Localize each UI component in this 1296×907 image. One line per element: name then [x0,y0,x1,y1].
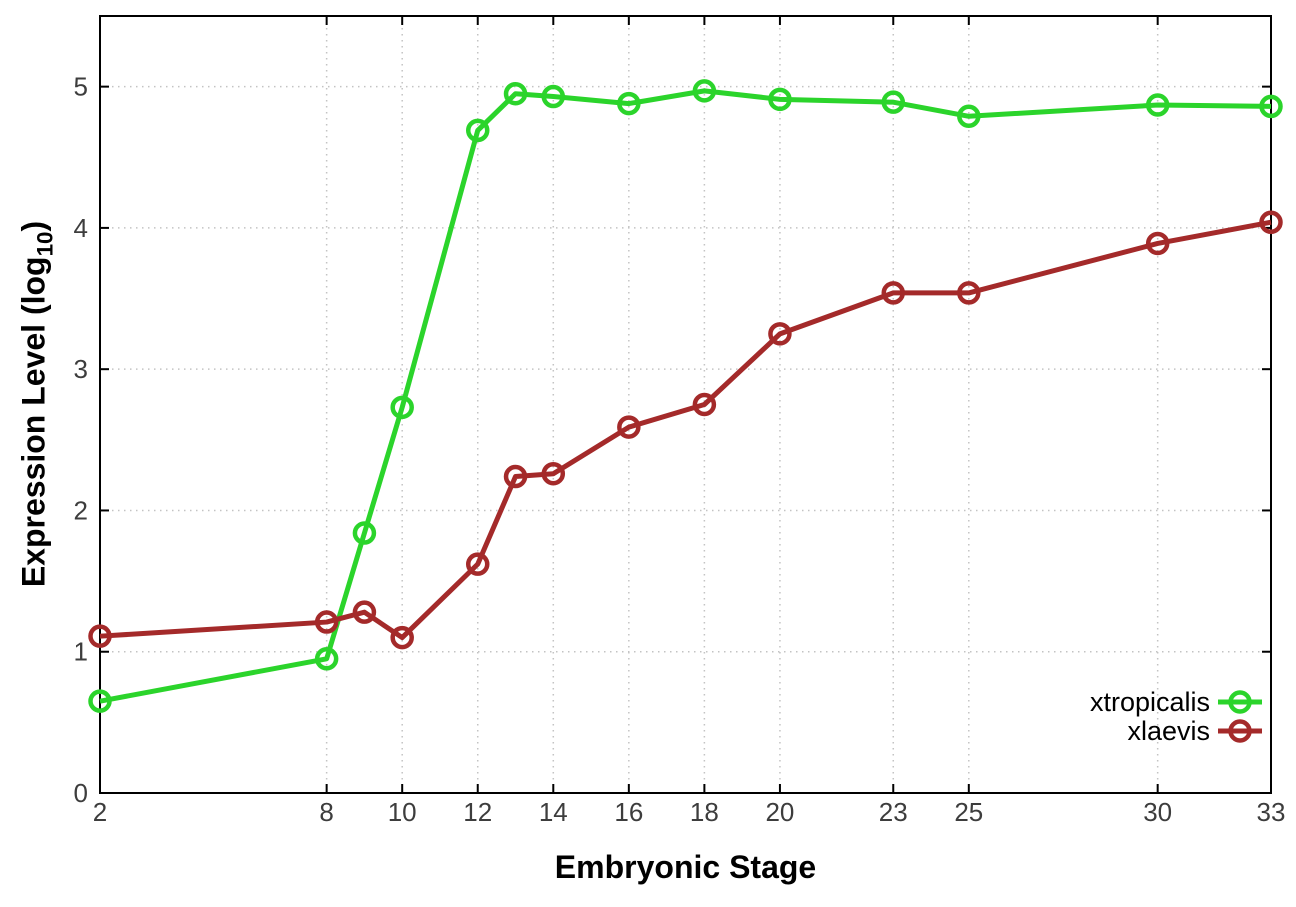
data-point-xlaevis [88,624,112,648]
y-axis-title: Expression Level (log10) [15,220,58,588]
data-point-xtropicalis [881,90,906,114]
data-point-xlaevis [314,610,339,634]
data-point-xlaevis [1259,210,1283,235]
data-point-xtropicalis [1259,94,1283,119]
data-point-xlaevis [957,281,981,305]
series-xlaevis [88,210,1283,650]
x-tick-label: 20 [765,797,794,827]
x-tick-label: 10 [388,797,417,827]
y-tick-labels: 0 1 2 3 4 5 [74,72,88,808]
data-point-xlaevis [768,322,792,346]
data-point-xtropicalis [1145,93,1170,117]
y-tick-label: 2 [74,495,88,525]
data-point-xlaevis [1145,231,1170,256]
data-point-xlaevis [503,464,528,489]
plot-border [99,15,1272,794]
legend-sample-marker [1228,719,1252,743]
data-point-xtropicalis [314,647,339,671]
data-point-xtropicalis [541,84,566,109]
data-point-xtropicalis [503,81,528,106]
gridlines [100,16,1271,793]
data-point-xlaevis [541,461,566,486]
data-point-xlaevis [465,552,490,576]
data-point-xlaevis [692,392,717,417]
y-tick-label: 1 [74,637,88,667]
x-tick-label: 2 [93,797,107,827]
series-xtropicalis [88,79,1283,713]
x-tick-label: 12 [463,797,492,827]
x-tick-label: 14 [539,797,568,827]
x-tick-label: 16 [614,797,643,827]
y-tick-label: 4 [74,213,88,243]
data-point-xlaevis [352,600,377,624]
data-point-xtropicalis [390,395,414,420]
legend-entry-xtropicalis: xtropicalis [1090,687,1262,717]
series-line-xlaevis [99,219,1272,641]
series-line-xtropicalis [99,88,1272,704]
x-tick-labels: 2 8 10 12 14 16 18 20 23 25 30 33 [93,797,1286,827]
x-tick-label: 8 [319,797,333,827]
y-tick-label: 3 [74,354,88,384]
x-tick-label: 30 [1143,797,1172,827]
data-point-xtropicalis [352,521,377,545]
data-point-xtropicalis [768,87,792,112]
data-point-xlaevis [390,625,414,650]
legend-entry-xlaevis: xlaevis [1127,716,1262,746]
x-tick-label: 18 [690,797,719,827]
data-point-xtropicalis [957,104,981,129]
x-tick-label: 33 [1257,797,1286,827]
y-tick-label: 0 [74,778,88,808]
legend-sample-marker [1228,690,1252,714]
legend-label: xtropicalis [1090,687,1210,717]
data-point-xlaevis [617,415,641,439]
data-point-xtropicalis [692,79,717,103]
x-tick-label: 23 [879,797,908,827]
data-point-xlaevis [881,281,906,305]
data-point-xtropicalis [88,689,112,713]
legend-label: xlaevis [1127,716,1210,746]
x-tick-label: 25 [954,797,983,827]
data-point-xtropicalis [465,118,490,143]
y-axis-title-subscript: 10 [32,231,58,257]
tick-marks [99,16,1272,794]
y-axis-title-main: Expression Level (log [15,256,52,588]
y-axis-title-close: ) [15,220,52,232]
data-point-xtropicalis [617,91,641,116]
y-tick-label: 5 [74,72,88,102]
x-axis-title: Embryonic Stage [554,849,817,885]
